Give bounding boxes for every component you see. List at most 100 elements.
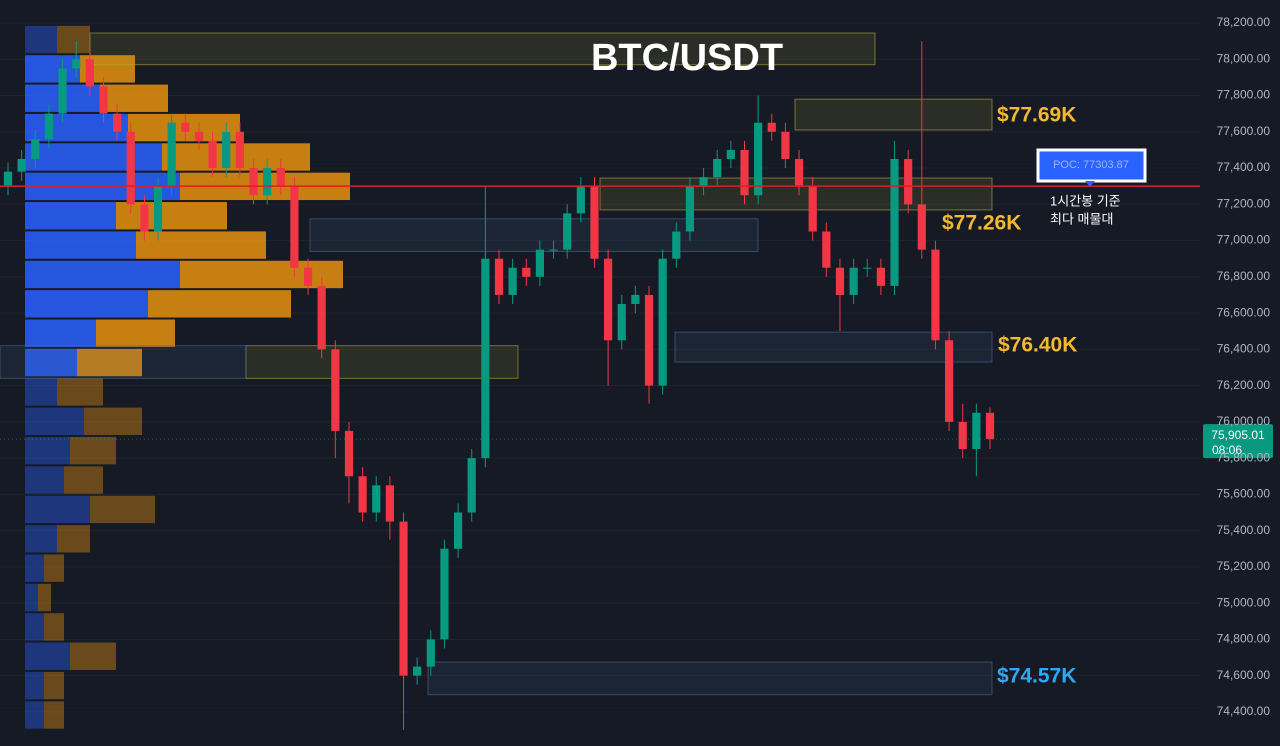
candle-body [344,430,354,477]
y-tick-label: 74,600.00 [1217,668,1271,682]
last-price-box [1203,424,1273,459]
vp-buy [25,466,64,494]
vp-buy [25,319,96,347]
y-tick-label: 75,600.00 [1217,487,1271,501]
vp-sell [90,495,155,524]
countdown: 08:06 [1212,443,1242,457]
vp-sell [148,290,291,318]
level-label: $76.40K [998,334,1077,357]
vp-buy [25,613,44,641]
candle-body [222,131,231,169]
candle-body [17,158,26,172]
candle-body [72,59,81,69]
candle-body [808,186,817,232]
candle-body [508,267,517,295]
candle-body [99,86,108,114]
candle-body [249,168,258,196]
candle-body [399,521,408,676]
vp-sell [44,701,64,729]
candle-body [426,639,435,667]
y-tick-label: 75,400.00 [1217,523,1271,537]
vp-buy [25,260,180,289]
y-tick-label: 78,000.00 [1217,51,1271,65]
candle-body [876,267,885,286]
vp-sell [116,202,227,230]
candle-body [549,249,558,251]
candle-body [794,158,804,187]
vp-buy [25,407,84,435]
candle-body [958,421,967,450]
candle-body [699,177,708,187]
candle-body [31,139,40,159]
poc-box [1036,148,1147,183]
vp-sell [44,613,64,641]
chart-title: BTC/USDT [591,37,783,79]
zone [794,98,993,131]
candle-body [890,158,899,286]
y-tick-label: 74,800.00 [1217,632,1271,646]
vp-buy [25,231,136,259]
candle-body [726,149,735,159]
candle-body [576,186,585,214]
y-tick-label: 76,800.00 [1217,269,1271,283]
vp-buy [25,671,44,700]
candle-body [713,158,722,178]
candle-body [767,122,776,132]
candle-body [617,304,626,341]
level-label: $77.69K [997,104,1076,127]
candle-body [822,231,831,268]
candle-body [358,476,367,513]
vp-buy [25,642,70,670]
candle-body [985,412,995,440]
candle-body [3,171,13,187]
candle-body [631,294,640,305]
candle-body [481,258,490,459]
candle-body [194,131,204,141]
vp-buy [25,554,44,582]
candle-body [754,122,763,196]
candle-body [331,349,340,431]
vp-buy [25,143,162,171]
vp-buy [25,25,57,54]
vp-sell [57,25,90,54]
y-tick-label: 76,000.00 [1217,414,1271,428]
y-tick-label: 77,600.00 [1217,124,1271,138]
vp-sell [57,378,103,406]
vp-sell [136,231,266,259]
candle-body [917,204,926,250]
candle-body [535,249,545,277]
candle-body [453,512,463,549]
vp-buy [25,495,90,524]
y-tick-label: 74,400.00 [1217,704,1271,718]
candle-body [276,168,285,187]
y-tick-label: 77,200.00 [1217,196,1271,210]
vp-sell [96,319,175,347]
candle-body [590,186,599,259]
y-tick-label: 75,800.00 [1217,450,1271,464]
candle-body [658,258,667,386]
y-tick-label: 77,800.00 [1217,88,1271,102]
candle-body [44,113,54,140]
candle-body [685,186,695,232]
zone [427,661,993,696]
candle-body [140,204,149,232]
vp-sell [77,348,142,377]
vp-sell [44,554,64,582]
last-price-label: 75,905.01 [1211,428,1265,442]
candle-body [944,340,954,422]
y-tick-label: 75,200.00 [1217,559,1271,573]
candle-body [208,140,217,169]
candle-body [303,267,313,286]
vp-buy [25,436,70,465]
candle-body [467,458,476,513]
vp-buy [25,525,57,553]
y-tick-label: 77,000.00 [1217,233,1271,247]
vp-sell [38,583,51,612]
level-label: $74.57K [997,665,1076,688]
candle-body [563,213,572,250]
vp-buy [25,701,44,729]
candle-body [58,68,67,114]
vp-buy [25,290,148,318]
candle-body [85,59,94,87]
vp-sell [44,671,64,700]
